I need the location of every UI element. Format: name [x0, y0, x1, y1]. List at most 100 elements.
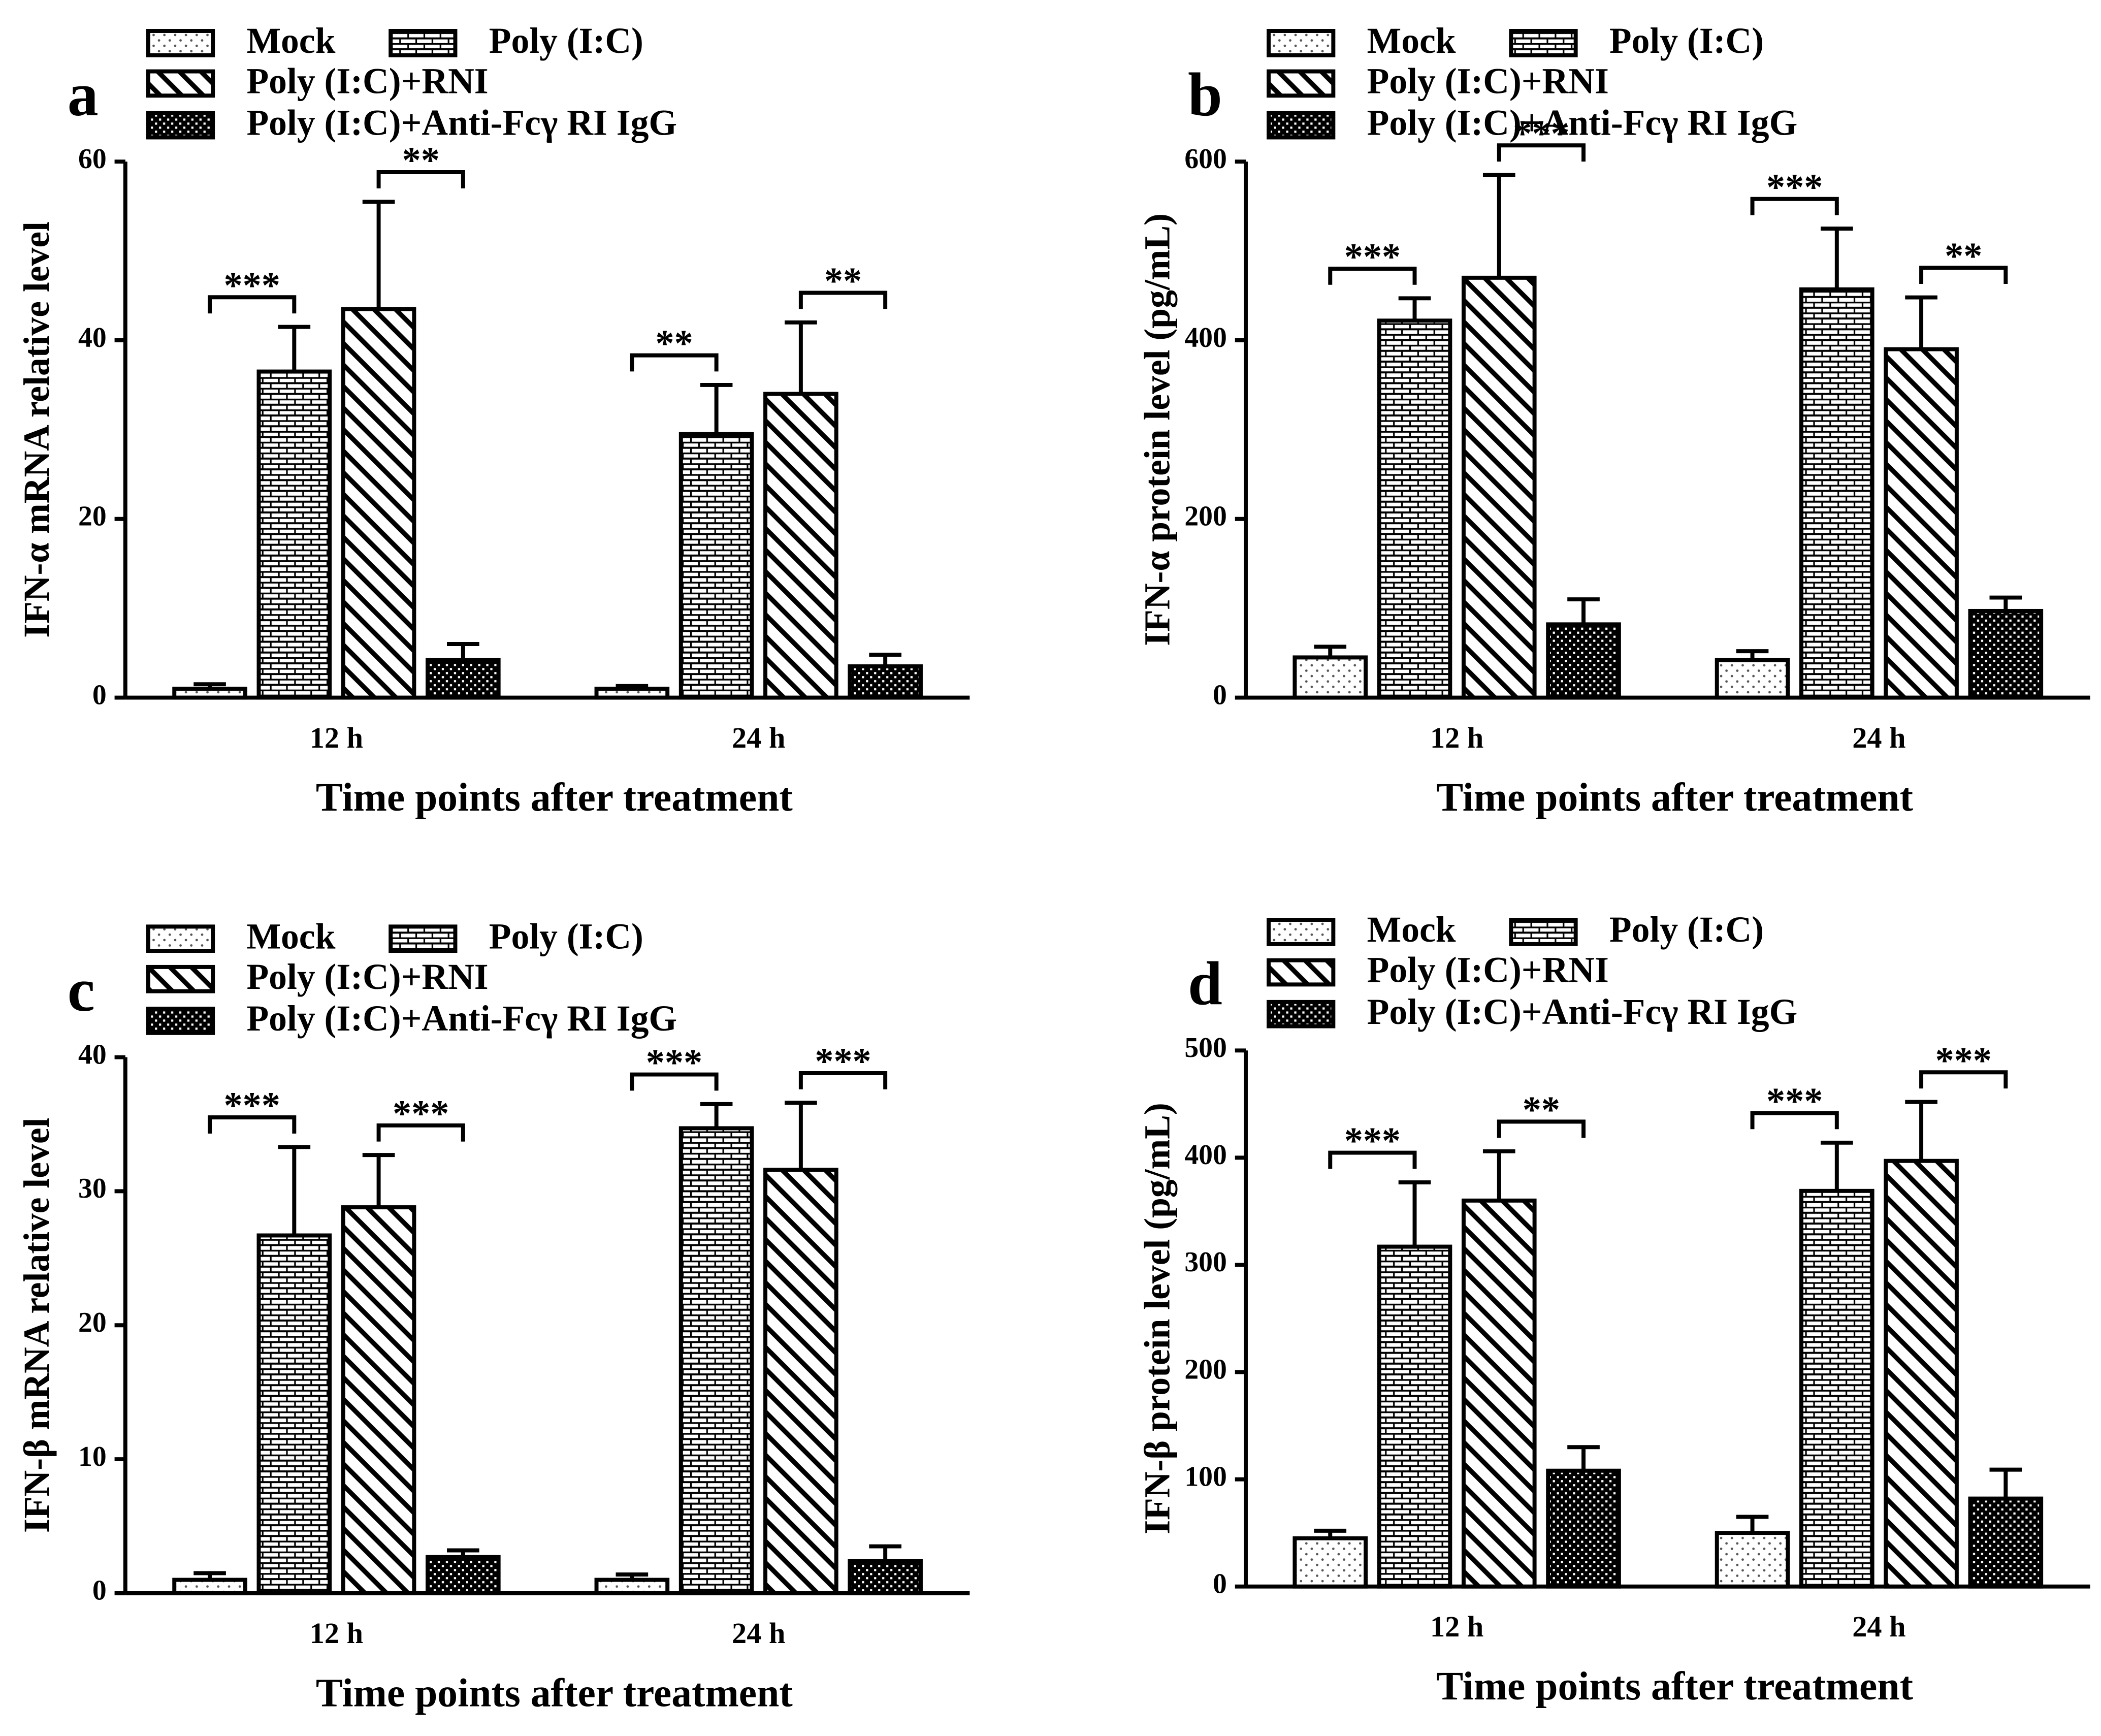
significance-label: *** [1935, 1040, 1992, 1081]
bar [1968, 608, 2044, 700]
legend-label: Poly (I:C)+RNI [246, 957, 488, 997]
y-tick-label: 500 [1184, 1032, 1227, 1064]
y-tick-label: 40 [78, 322, 107, 353]
x-tick-label: 24 h [1852, 721, 1905, 754]
significance-label: ** [824, 261, 862, 302]
y-tick-label: 0 [1213, 1568, 1227, 1599]
y-tick-label: 0 [92, 1575, 107, 1606]
significance-label: *** [1766, 167, 1823, 208]
legend-label: Poly (I:C)+RNI [246, 61, 488, 101]
significance-label: *** [393, 1093, 449, 1135]
legend-swatch [146, 924, 215, 953]
bar [1292, 1536, 1368, 1589]
significance-bracket [1328, 1150, 1417, 1169]
bar [1461, 1198, 1537, 1589]
legend-label: Poly (I:C)+Anti-Fcγ RI IgG [1367, 992, 1798, 1032]
y-tick-label: 600 [1184, 143, 1227, 175]
legend-swatch [1509, 918, 1578, 946]
y-axis-title: IFN-β mRNA relative level [17, 1117, 57, 1533]
legend-label: Mock [1367, 910, 1456, 950]
significance-label: ** [1945, 235, 1982, 277]
y-tick-label: 100 [1184, 1461, 1227, 1492]
significance-label: *** [224, 265, 280, 306]
bar [426, 658, 501, 700]
significance-label: *** [815, 1041, 871, 1082]
significance-bracket [798, 291, 888, 309]
legend-label: Mock [246, 21, 335, 61]
y-axis-title: IFN-β protein level (pg/mL) [1137, 1103, 1177, 1534]
significance-label: *** [1766, 1081, 1823, 1122]
significance-bracket [1497, 143, 1586, 162]
panel-label: c [68, 956, 95, 1024]
bar [1799, 287, 1874, 700]
x-axis-title: Time points after treatment [316, 775, 793, 820]
significance-label: *** [1513, 113, 1569, 154]
legend-swatch [389, 924, 458, 953]
legend-label: Poly (I:C) [489, 21, 643, 61]
legend-swatch [1267, 29, 1336, 57]
x-tick-label: 12 h [310, 721, 363, 754]
legend-swatch [146, 69, 215, 98]
bar [678, 1126, 754, 1595]
y-tick-label: 60 [78, 143, 107, 175]
legend-label: Poly (I:C)+Anti-Fcγ RI IgG [1367, 103, 1798, 143]
legend-label: Poly (I:C)+Anti-Fcγ RI IgG [246, 999, 677, 1039]
significance-label: ** [1523, 1089, 1560, 1131]
significance-label: ** [655, 323, 693, 365]
y-tick-label: 20 [78, 1307, 107, 1338]
bar [256, 369, 332, 700]
y-tick-label: 300 [1184, 1246, 1227, 1278]
significance-bracket [376, 170, 465, 188]
bar [1461, 275, 1537, 700]
legend-swatch [1267, 111, 1336, 140]
significance-bracket [798, 1071, 888, 1089]
x-tick-label: 24 h [732, 721, 785, 754]
significance-label: ** [402, 140, 440, 181]
bar [594, 686, 670, 700]
y-tick-label: 40 [78, 1039, 107, 1070]
panel-label: b [1188, 60, 1222, 129]
x-tick-label: 24 h [1852, 1610, 1905, 1643]
bar [426, 1555, 501, 1595]
legend-swatch [146, 1007, 215, 1035]
bar [1715, 1531, 1790, 1589]
legend-swatch [1267, 958, 1336, 987]
y-tick-label: 200 [1184, 1354, 1227, 1385]
significance-label: *** [1344, 1120, 1401, 1162]
x-axis-title: Time points after treatment [316, 1670, 793, 1715]
bar [256, 1233, 332, 1595]
legend-swatch [1509, 29, 1578, 57]
bar [1377, 318, 1452, 700]
significance-label: *** [224, 1085, 280, 1127]
bar [594, 1578, 670, 1595]
y-axis-title: IFN-α protein level (pg/mL) [1137, 213, 1177, 646]
y-tick-label: 0 [92, 679, 107, 711]
significance-bracket [1750, 1111, 1839, 1130]
x-tick-label: 12 h [1430, 721, 1483, 754]
bar [341, 1205, 416, 1595]
legend-label: Poly (I:C)+RNI [1367, 950, 1609, 990]
bar [848, 664, 923, 700]
bar [763, 392, 838, 700]
legend-swatch [1267, 69, 1336, 98]
bar [172, 686, 247, 700]
x-tick-label: 12 h [1430, 1610, 1483, 1643]
significance-bracket [630, 353, 719, 372]
y-tick-label: 400 [1184, 322, 1227, 353]
bar [1715, 658, 1790, 700]
x-tick-label: 12 h [310, 1617, 363, 1650]
legend-label: Poly (I:C) [489, 916, 643, 956]
legend-label: Mock [246, 916, 335, 956]
significance-bracket [1919, 1070, 2008, 1089]
y-tick-label: 30 [78, 1173, 107, 1204]
legend-label: Poly (I:C)+RNI [1367, 61, 1609, 101]
bar [1292, 655, 1368, 700]
panel-label: a [68, 60, 99, 129]
significance-bracket [208, 1115, 297, 1134]
y-tick-label: 200 [1184, 501, 1227, 532]
bar [848, 1559, 923, 1595]
significance-bracket [1919, 266, 2008, 284]
bar [678, 432, 754, 700]
